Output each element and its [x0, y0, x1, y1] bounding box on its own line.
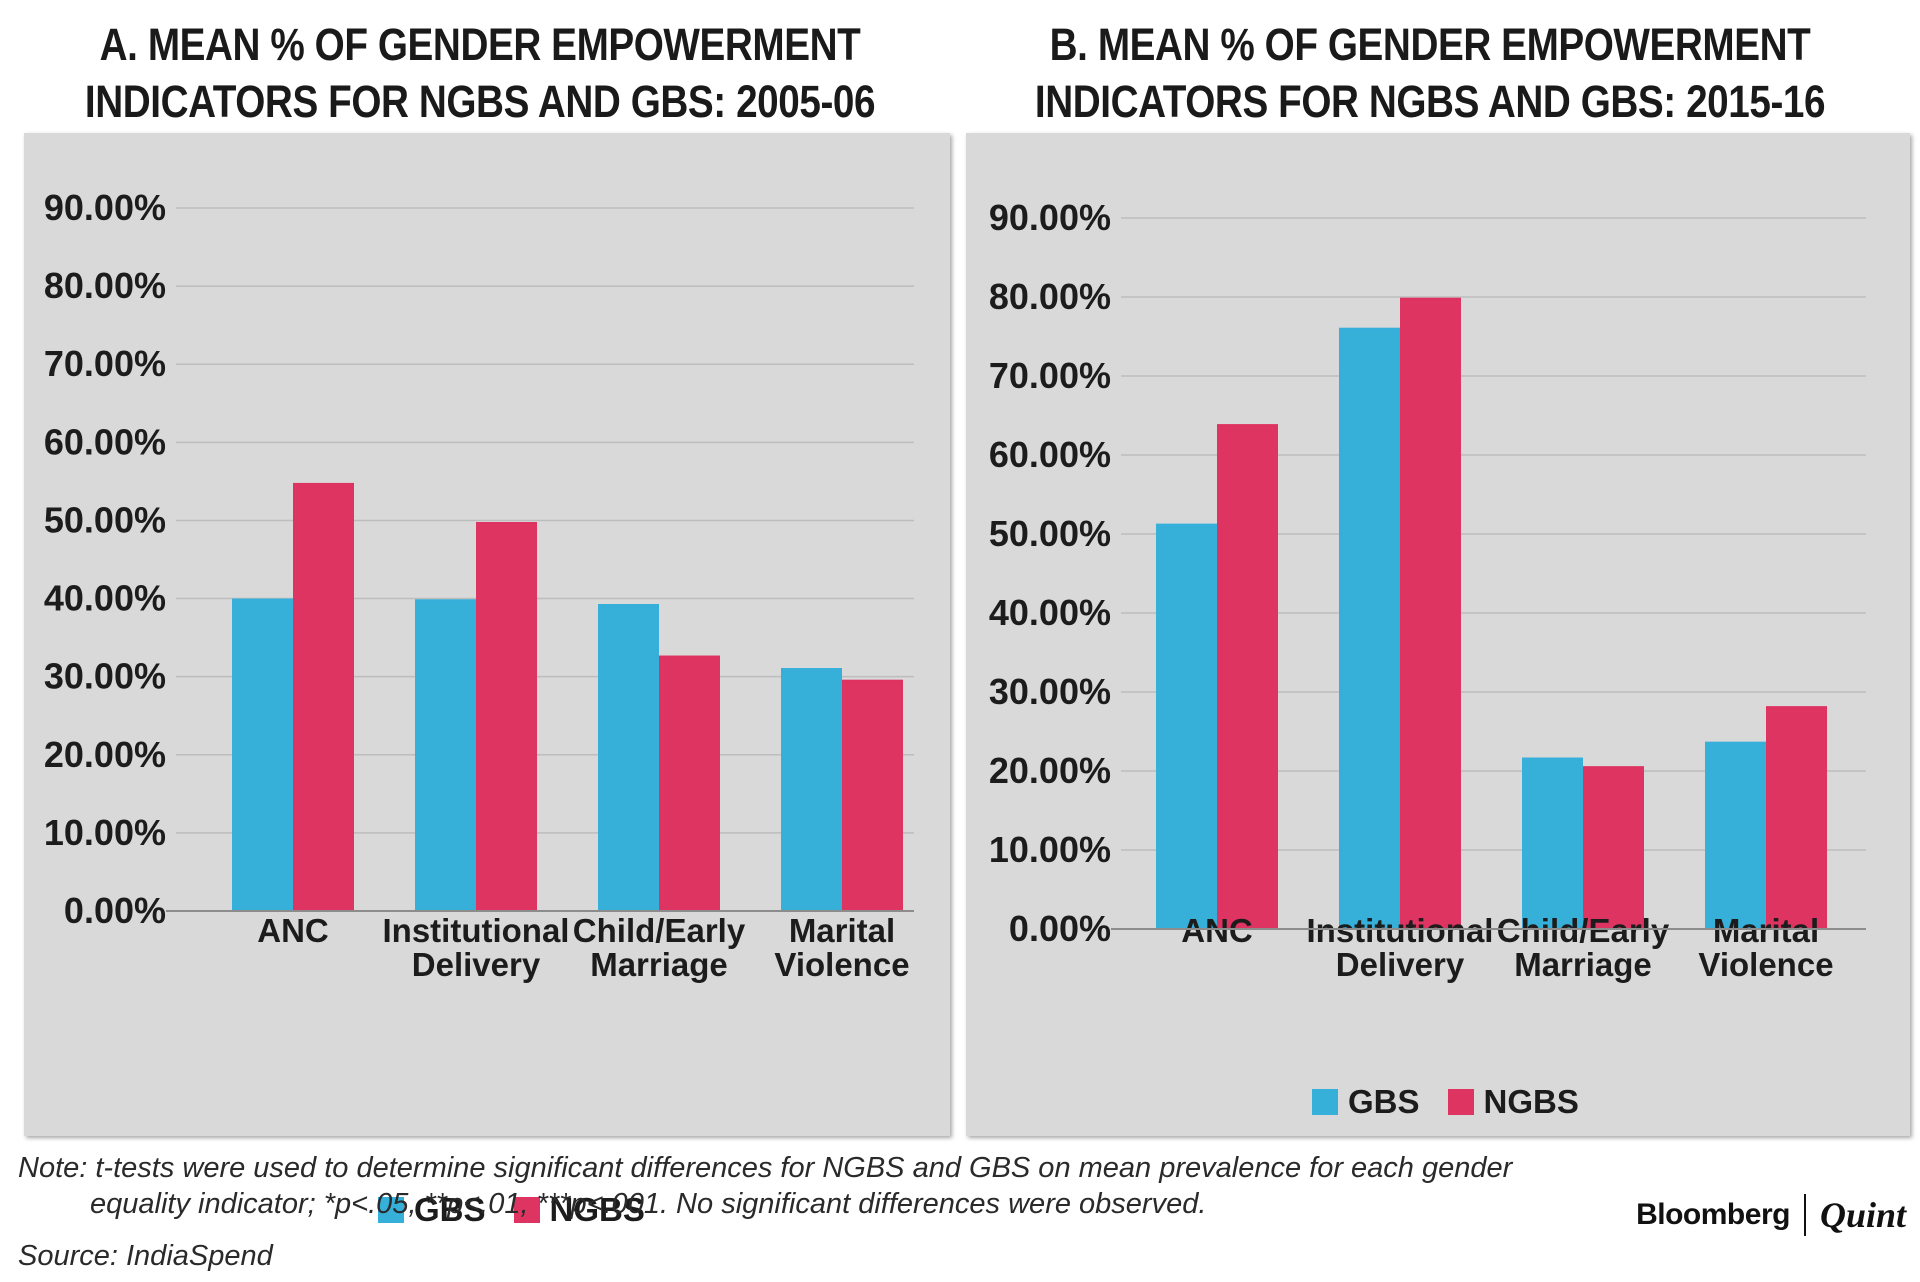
- legend-swatch-ngbs: [1447, 1089, 1474, 1115]
- legend-item-ngbs: NGBS: [513, 1191, 645, 1229]
- legend-swatch-gbs: [378, 1197, 404, 1223]
- chart-b-bar-ngbs: [1766, 706, 1827, 929]
- chart-a-legend: GBS NGBS: [378, 1191, 673, 1229]
- legend-item-ngbs: NGBS: [1447, 1083, 1579, 1121]
- chart-a-title-line-1: A. MEAN % OF GENDER EMPOWERMENT: [99, 19, 861, 70]
- source-credit: Source: IndiaSpend: [18, 1240, 273, 1272]
- chart-b-y-tick-label: 10.00%: [989, 829, 1111, 870]
- chart-b-bar-edge-gbs: [1156, 523, 1217, 527]
- chart-b-title-line-1: B. MEAN % OF GENDER EMPOWERMENT: [1049, 19, 1811, 70]
- chart-b-y-tick-label: 20.00%: [989, 750, 1111, 791]
- legend-item-gbs: GBS: [1312, 1083, 1420, 1121]
- chart-a-bar-edge-gbs: [781, 668, 842, 672]
- logo-divider: [1803, 1194, 1806, 1236]
- chart-b-y-tick-label: 90.00%: [989, 197, 1111, 238]
- chart-a-bar-edge-gbs: [598, 604, 659, 608]
- chart-b-y-tick-label: 30.00%: [989, 671, 1111, 712]
- chart-b-x-category-label: Marital: [1713, 912, 1819, 949]
- chart-a-bar-ngbs: [659, 655, 720, 911]
- legend-swatch-gbs: [1312, 1089, 1338, 1115]
- chart-b-bar-gbs: [1156, 523, 1217, 929]
- chart-a-x-category-label: Child/Early: [573, 912, 746, 949]
- chart-b-bar-edge-gbs: [1339, 327, 1400, 331]
- chart-b-x-category-label: Violence: [1698, 946, 1833, 983]
- footnote: Note: t-tests were used to determine sig…: [18, 1150, 1538, 1222]
- chart-a-y-tick-label: 50.00%: [44, 499, 166, 540]
- footnote-line-1: Note: t-tests were used to determine sig…: [18, 1152, 1513, 1184]
- chart-a-bar-edge-gbs: [232, 598, 293, 602]
- chart-a-bar-ngbs: [476, 522, 537, 911]
- legend-label-gbs: GBS: [414, 1191, 486, 1228]
- chart-b-legend: GBS NGBS: [1312, 1083, 1607, 1121]
- chart-a-y-tick-label: 70.00%: [44, 343, 166, 384]
- chart-b-bar-edge-ngbs: [1583, 766, 1644, 770]
- chart-a-y-tick-label: 30.00%: [44, 656, 166, 697]
- chart-a-bar-ngbs: [842, 679, 903, 911]
- legend-swatch-ngbs: [513, 1197, 540, 1223]
- chart-a-y-tick-label: 40.00%: [44, 578, 166, 619]
- chart-a-x-category-label: Institutional: [383, 912, 570, 949]
- chart-a-y-tick-label: 20.00%: [44, 734, 166, 775]
- chart-a-bar-edge-ngbs: [659, 655, 720, 659]
- chart-b-title-line-2: INDICATORS FOR NGBS AND GBS: 2015-16: [1034, 76, 1826, 127]
- chart-a-bar-edge-gbs: [415, 599, 476, 603]
- legend-label-ngbs: NGBS: [549, 1191, 645, 1228]
- legend-item-gbs: GBS: [378, 1191, 486, 1229]
- chart-b-bar-ngbs: [1400, 297, 1461, 929]
- chart-b-y-tick-label: 70.00%: [989, 355, 1111, 396]
- chart-b-y-tick-label: 0.00%: [1009, 908, 1111, 949]
- chart-b-y-tick-label: 40.00%: [989, 592, 1111, 633]
- chart-a-y-tick-label: 90.00%: [44, 187, 166, 228]
- chart-a-bar-gbs: [781, 668, 842, 911]
- logo-quint-text: Quint: [1819, 1195, 1906, 1235]
- chart-a-bar-gbs: [598, 604, 659, 911]
- chart-b-bar-gbs: [1522, 757, 1583, 929]
- chart-a-y-tick-label: 10.00%: [44, 812, 166, 853]
- chart-a-plot: 0.00% 10.00% 20.00% 30.00% 40.00% 50.00% 60.00…: [44, 187, 914, 983]
- chart-a-bar-edge-ngbs: [842, 679, 903, 683]
- chart-a-bar-gbs: [232, 598, 293, 911]
- chart-b-y-tick-label: 50.00%: [989, 513, 1111, 554]
- chart-a-y-tick-label: 0.00%: [64, 890, 166, 931]
- chart-b-bar-edge-ngbs: [1217, 424, 1278, 428]
- footnote-line-2: equality indicator; *p<.05, **p<.01, ***…: [90, 1188, 1207, 1220]
- chart-a-y-tick-label: 80.00%: [44, 265, 166, 306]
- chart-b-x-category-label: Institutional: [1307, 912, 1494, 949]
- chart-b-x-category-label: Marriage: [1514, 946, 1652, 983]
- chart-b-x-category-label: Delivery: [1336, 946, 1465, 983]
- chart-b-x-category-label: ANC: [1181, 912, 1253, 949]
- legend-label-ngbs: NGBS: [1483, 1083, 1579, 1120]
- chart-a-x-category-label: Delivery: [412, 946, 541, 983]
- chart-a-x-category-label: Marriage: [590, 946, 728, 983]
- chart-b-bar-edge-gbs: [1522, 757, 1583, 761]
- chart-b-bar-edge-ngbs: [1400, 297, 1461, 301]
- chart-a-bar-edge-ngbs: [476, 522, 537, 526]
- chart-b-y-tick-label: 60.00%: [989, 434, 1111, 475]
- chart-b-x-category-label: Child/Early: [1497, 912, 1670, 949]
- chart-b-panel: 0.00% 10.00% 20.00% 30.00% 40.00% 50.00% 60.00…: [966, 133, 1910, 1136]
- chart-b-title: B. MEAN % OF GENDER EMPOWERMENT INDICATO…: [1017, 16, 1843, 130]
- chart-b-bar-gbs: [1705, 741, 1766, 929]
- chart-a-y-tick-label: 60.00%: [44, 421, 166, 462]
- chart-b-bar-gbs: [1339, 327, 1400, 929]
- chart-a-bar-ngbs: [293, 482, 354, 911]
- chart-a-bar-gbs: [415, 599, 476, 911]
- chart-a-x-category-label: Violence: [774, 946, 909, 983]
- chart-a-title-line-2: INDICATORS FOR NGBS AND GBS: 2005-06: [84, 76, 876, 127]
- chart-a-title: A. MEAN % OF GENDER EMPOWERMENT INDICATO…: [67, 16, 893, 130]
- chart-b-bar-ngbs: [1217, 424, 1278, 929]
- logo-bloomberg-text: Bloomberg: [1636, 1198, 1790, 1231]
- chart-b-bar-edge-ngbs: [1766, 706, 1827, 710]
- chart-b-bar-edge-gbs: [1705, 741, 1766, 745]
- brand-logo: Bloomberg Quint: [1636, 1194, 1906, 1236]
- chart-a-bar-edge-ngbs: [293, 482, 354, 486]
- chart-a-panel: 0.00% 10.00% 20.00% 30.00% 40.00% 50.00% 60.00…: [24, 133, 950, 1228]
- chart-a-x-category-label: Marital: [789, 912, 895, 949]
- chart-a-x-category-label: ANC: [257, 912, 329, 949]
- chart-b-bar-ngbs: [1583, 766, 1644, 929]
- chart-b-plot: 0.00% 10.00% 20.00% 30.00% 40.00% 50.00% 60.00…: [989, 197, 1866, 983]
- legend-label-gbs: GBS: [1348, 1083, 1420, 1120]
- chart-b-y-tick-label: 80.00%: [989, 276, 1111, 317]
